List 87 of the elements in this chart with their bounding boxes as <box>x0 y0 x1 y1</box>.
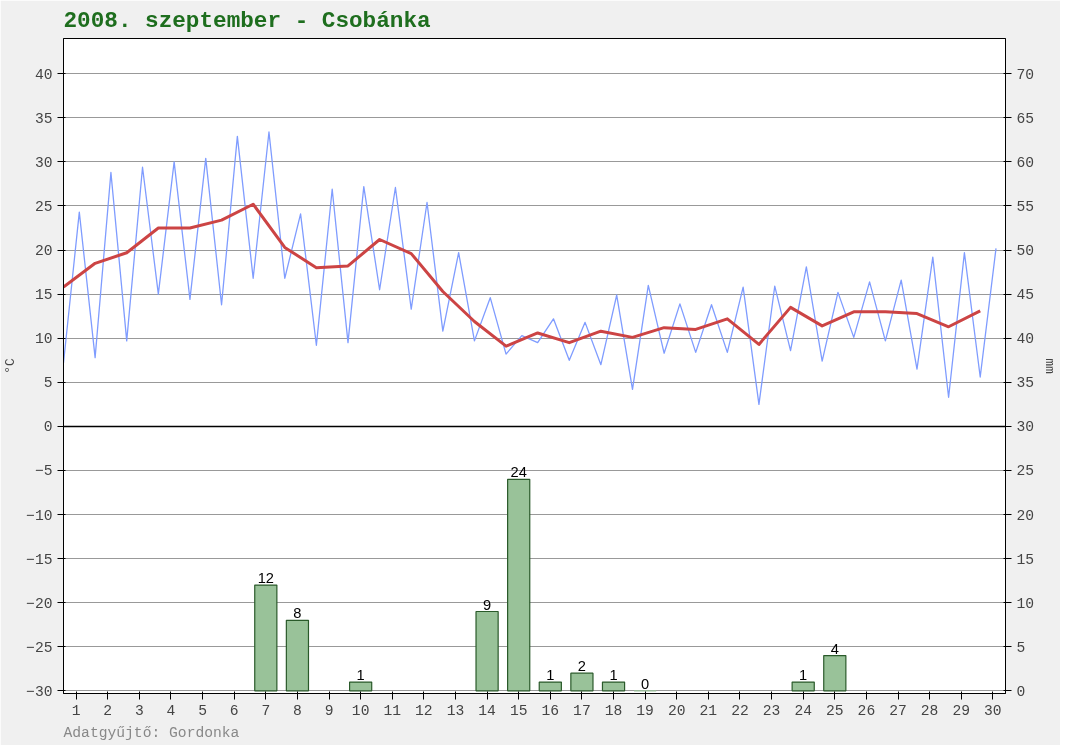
x-tick-label: 5 <box>198 702 207 719</box>
x-tick-label: 4 <box>166 702 176 719</box>
y-tick-label: 25 <box>34 199 53 215</box>
x-tick-label: 29 <box>952 702 971 719</box>
bar <box>823 654 847 692</box>
x-tick-label: 1 <box>71 702 81 719</box>
x-tick-label: 15 <box>509 702 528 719</box>
x-tick-label: 17 <box>573 702 591 719</box>
y2-tick-label: 65 <box>1016 110 1035 127</box>
data-label: 0 <box>641 675 650 692</box>
x-tick-label: 24 <box>794 702 813 719</box>
x-tick-label: 14 <box>478 702 497 719</box>
data-label: 1 <box>546 667 555 684</box>
y-tick-label: −15 <box>26 551 53 568</box>
x-tick-label: 6 <box>229 702 239 719</box>
x-tick-label: 21 <box>699 702 718 719</box>
x-tick-label: 8 <box>293 702 302 719</box>
data-label: 4 <box>830 640 839 657</box>
x-tick-label: 25 <box>826 702 844 719</box>
y2-tick-label: 15 <box>1016 551 1035 568</box>
x-tick-label: 2 <box>103 702 113 719</box>
y2-axis-title: mm <box>1042 358 1058 374</box>
y2-tick-label: 30 <box>1016 419 1035 436</box>
bar <box>570 672 594 692</box>
bar <box>254 584 278 692</box>
y-tick-label: 15 <box>34 287 53 304</box>
y2-tick-label: 25 <box>1016 463 1035 480</box>
y2-tick-label: 60 <box>1016 154 1035 171</box>
x-tick-label: 28 <box>920 702 939 719</box>
data-label: 1 <box>356 667 365 684</box>
bar <box>475 610 499 692</box>
y-tick-label: 10 <box>34 331 53 348</box>
bar <box>507 478 531 692</box>
bar <box>285 619 310 692</box>
y2-tick-label: 10 <box>1016 595 1035 612</box>
y2-tick-label: 20 <box>1016 507 1035 524</box>
text: Adatgyűjtő: Gordonka <box>63 724 240 741</box>
y-tick-label: 0 <box>43 419 53 436</box>
data-label: 24 <box>510 464 527 481</box>
x-tick-label: 13 <box>446 702 465 719</box>
x-tick-label: 9 <box>324 702 334 719</box>
x-tick-label: 27 <box>889 702 907 719</box>
y2-tick-label: 35 <box>1016 375 1035 392</box>
data-label: 8 <box>293 605 302 622</box>
y-tick-label: −25 <box>26 639 53 656</box>
y2-tick-label: 55 <box>1016 199 1035 215</box>
chart-title: 2008. szeptember - Csobánka <box>63 7 431 34</box>
line-series <box>63 202 982 348</box>
y2-tick-label: 45 <box>1016 287 1035 304</box>
x-tick-label: 26 <box>857 702 876 719</box>
y-tick-label: −10 <box>26 507 53 524</box>
x-tick-label: 23 <box>762 702 781 719</box>
y-tick-label: 40 <box>34 66 53 83</box>
bar <box>348 681 373 692</box>
line-series <box>63 131 997 405</box>
y-tick-label: −30 <box>26 683 53 700</box>
y2-tick-label: 50 <box>1016 243 1035 260</box>
x-tick-label: 12 <box>415 702 433 719</box>
y-tick-label: 35 <box>34 110 53 127</box>
data-label: 1 <box>609 667 618 684</box>
data-label: 9 <box>483 596 492 613</box>
y2-tick-label: 40 <box>1016 331 1035 348</box>
y-tick-label: −20 <box>26 595 53 612</box>
y2-tick-label: 0 <box>1016 683 1026 700</box>
y-tick-label: −5 <box>34 463 53 480</box>
y-tick-label: 20 <box>34 243 53 260</box>
data-label: 2 <box>577 658 586 675</box>
bar <box>791 681 815 692</box>
y2-tick-label: 5 <box>1016 639 1026 656</box>
x-tick-label: 30 <box>984 702 1002 719</box>
data-label: 12 <box>257 570 274 587</box>
y-axis-title: °C <box>3 358 19 374</box>
x-tick-label: 10 <box>351 702 370 719</box>
bar <box>601 681 626 692</box>
x-tick-label: 20 <box>667 702 686 719</box>
x-tick-label: 18 <box>604 702 623 719</box>
y2-tick-label: 70 <box>1016 66 1035 83</box>
x-tick-label: 16 <box>541 702 560 719</box>
x-tick-label: 11 <box>383 702 402 719</box>
x-tick-label: 3 <box>134 702 144 719</box>
x-tick-label: 19 <box>636 702 654 719</box>
x-tick-label: 7 <box>261 702 271 719</box>
data-label: 1 <box>799 667 808 684</box>
bar <box>538 681 562 692</box>
x-tick-label: 22 <box>731 702 749 719</box>
y-tick-label: 5 <box>43 375 53 392</box>
y-tick-label: 30 <box>34 154 53 171</box>
